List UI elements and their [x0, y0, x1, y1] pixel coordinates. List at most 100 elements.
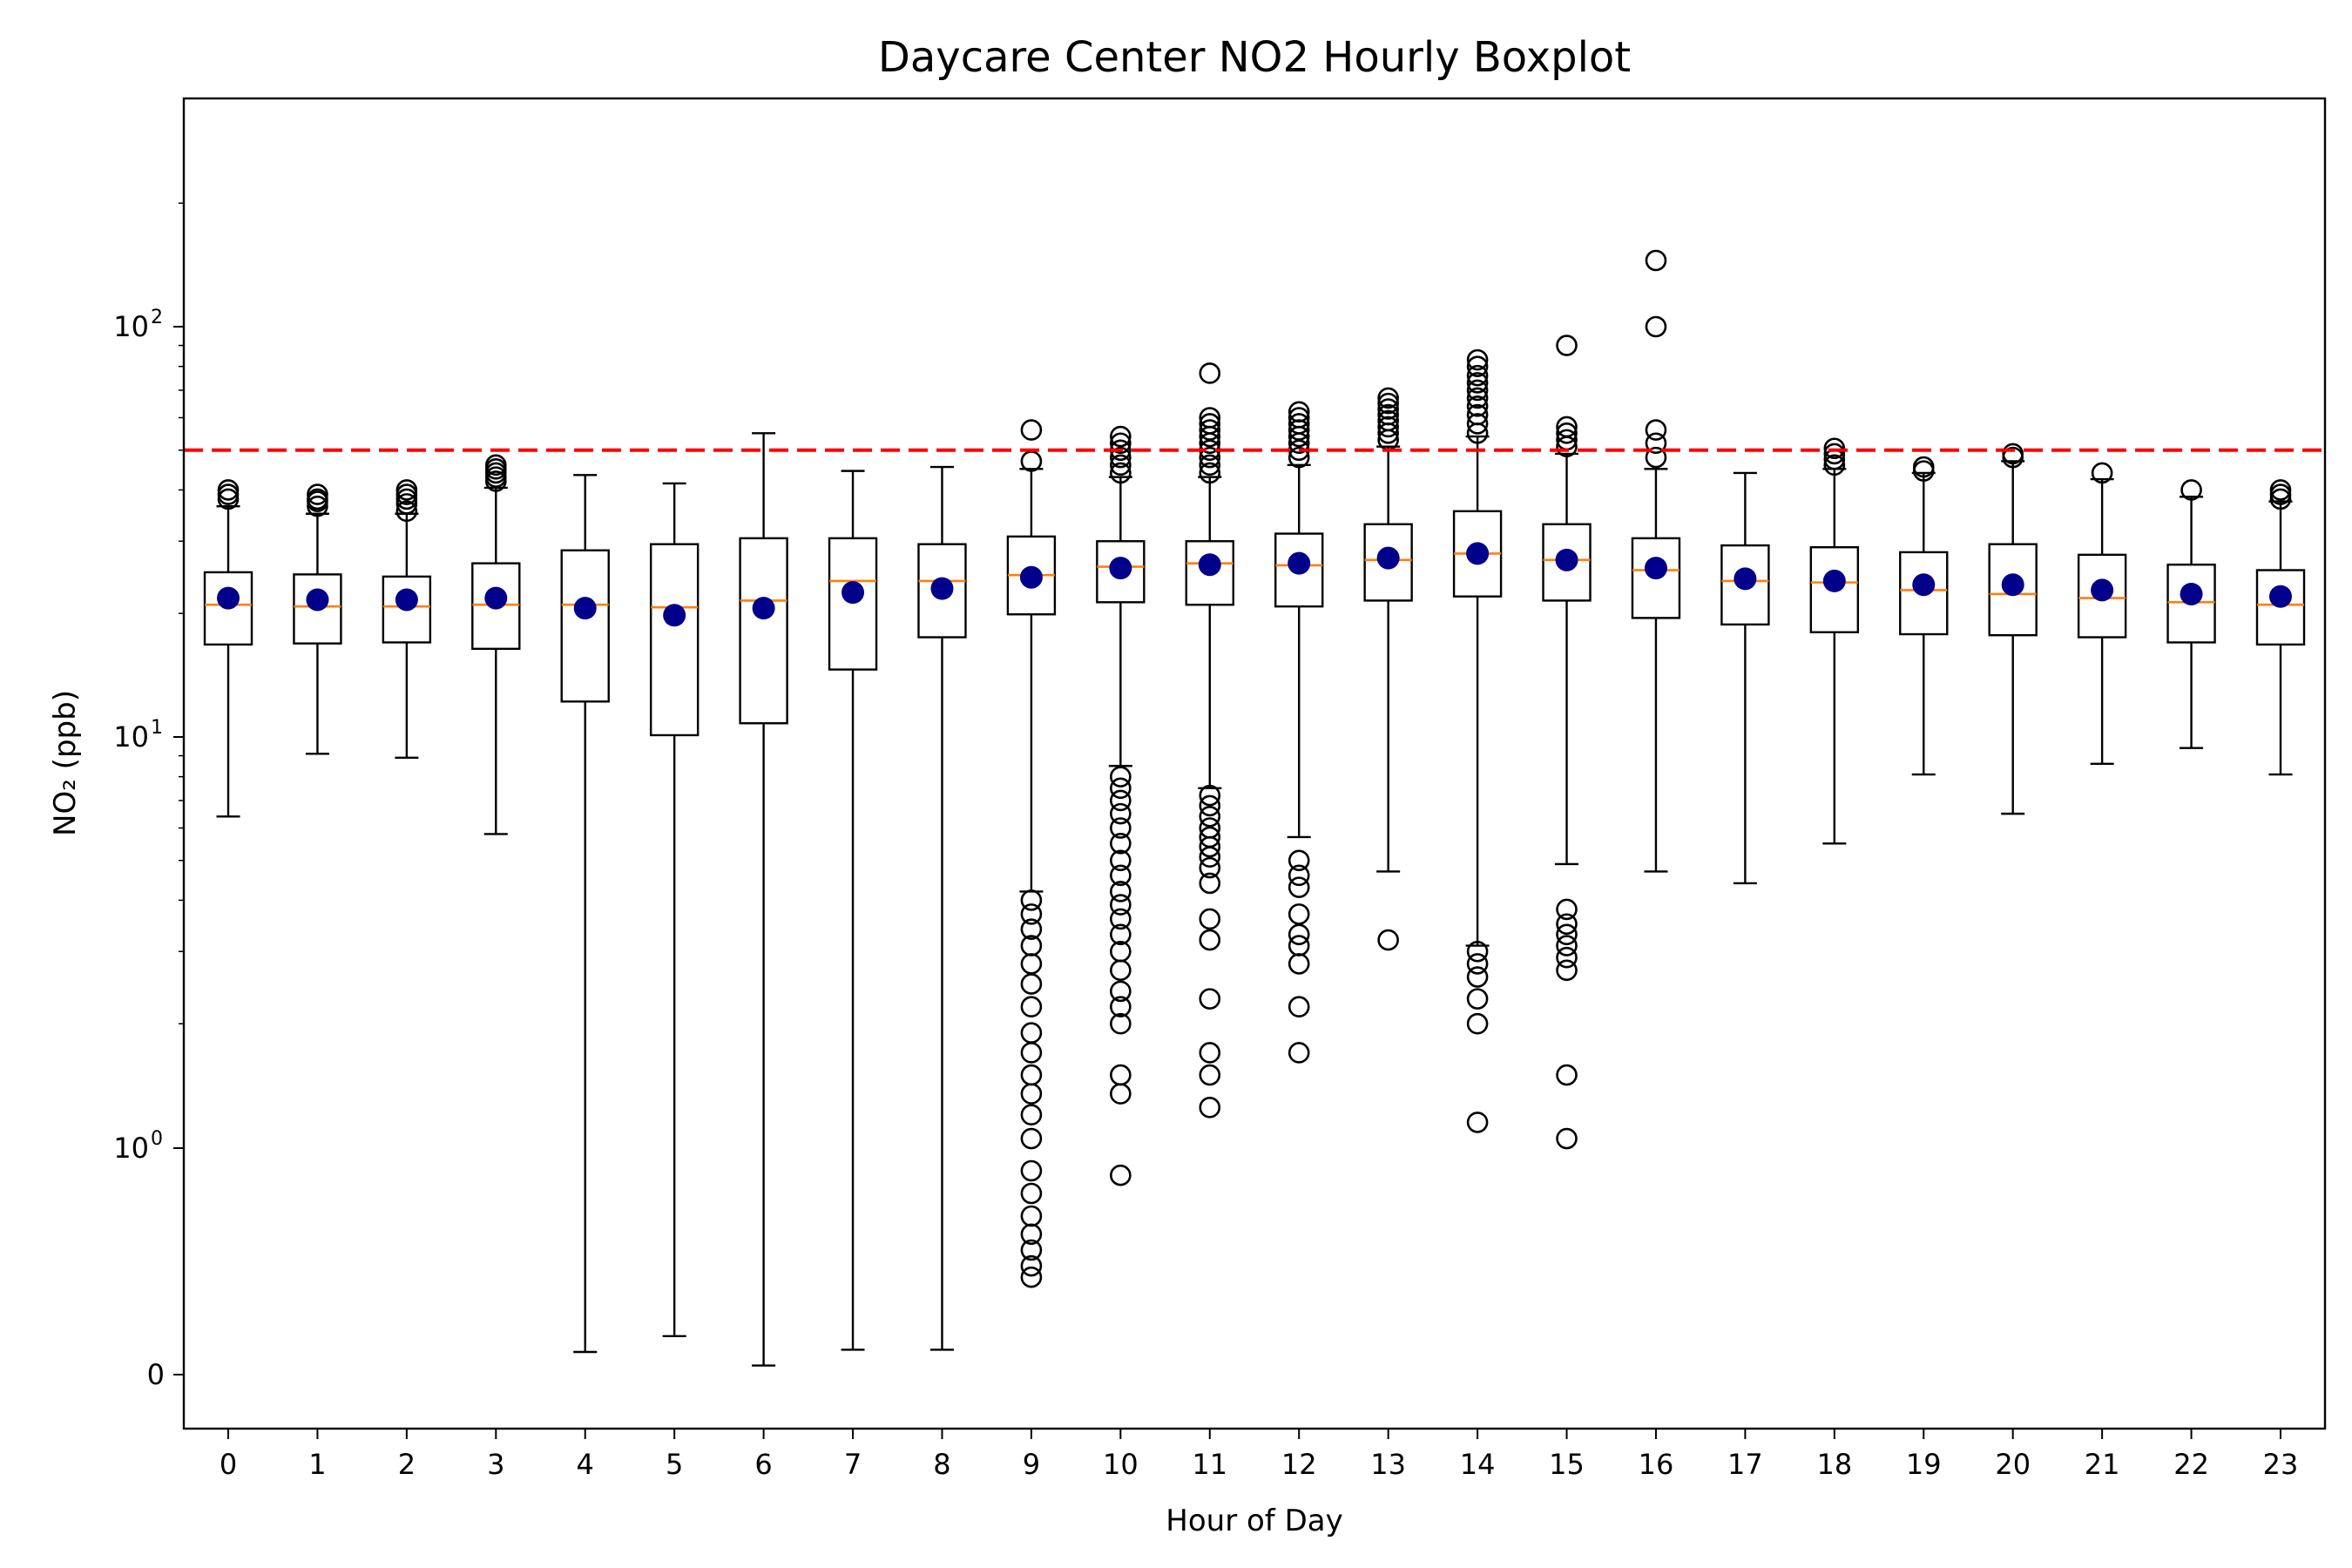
outlier-point [1288, 953, 1310, 975]
outlier-point [1288, 446, 1310, 469]
x-tick-label: 3 [487, 1448, 504, 1481]
outlier-point [1466, 403, 1489, 426]
outlier-point [1110, 1083, 1132, 1105]
outlier-point [1556, 935, 1578, 956]
box-hour-20 [1988, 443, 2038, 815]
outlier-point [1020, 903, 1043, 925]
y-tick-label: 10 [113, 310, 149, 343]
outlier-point [217, 479, 240, 501]
outlier-point [1377, 929, 1399, 951]
box-hour-10 [1096, 425, 1146, 1186]
box-iqr [471, 562, 521, 651]
outlier-point [1020, 1042, 1043, 1064]
outlier-point [1288, 903, 1310, 925]
x-tick-label: 9 [1023, 1448, 1040, 1481]
mean-point [2001, 573, 2024, 597]
outlier-point [2180, 479, 2202, 501]
box-iqr [649, 543, 700, 737]
outlier-point [2091, 462, 2113, 484]
outlier-point [1110, 446, 1132, 469]
box-hour-2 [382, 479, 432, 760]
outlier-point [1110, 462, 1132, 484]
outlier-point [1199, 413, 1221, 435]
outlier-point [1199, 1042, 1221, 1064]
outlier-point [1288, 996, 1310, 1018]
outlier-point [1020, 1064, 1043, 1086]
outlier-point [1199, 407, 1221, 429]
outlier-point [1110, 996, 1132, 1018]
x-tick-label: 20 [1995, 1448, 2031, 1481]
outlier-point [1466, 940, 1489, 963]
outlier-point [2269, 479, 2292, 501]
box-hour-0 [203, 479, 253, 818]
outlier-point [1199, 846, 1221, 868]
mean-point [1466, 542, 1490, 565]
mean-point [930, 577, 954, 600]
box-hour-9 [1006, 419, 1057, 1288]
y-axis-label: NO₂ (ppb) [48, 690, 83, 836]
outlier-point [1645, 432, 1667, 455]
mean-point [663, 604, 686, 627]
outlier-point [1377, 398, 1399, 420]
outlier-point [1199, 362, 1221, 384]
box-iqr [1988, 543, 2038, 637]
outlier-point [1556, 959, 1578, 982]
box-hour-23 [2255, 479, 2306, 776]
outlier-point [1020, 1104, 1043, 1126]
outlier-point [1377, 403, 1399, 426]
box-iqr [382, 575, 432, 644]
x-tick-label: 1 [308, 1448, 326, 1481]
outlier-point [1288, 1042, 1310, 1064]
outlier-point [1110, 1064, 1132, 1086]
outlier-point [1199, 784, 1221, 807]
x-tick-label: 6 [754, 1448, 772, 1481]
box-hour-1 [293, 483, 342, 755]
box-iqr [1363, 523, 1413, 602]
outlier-point [1823, 437, 1846, 460]
outlier-point [1020, 1022, 1043, 1044]
box-hour-15 [1542, 335, 1592, 1150]
outlier-point [1912, 456, 1935, 478]
box-iqr [917, 543, 967, 639]
outlier-point [1020, 1239, 1043, 1261]
outlier-point [1288, 864, 1310, 887]
mean-point [573, 597, 597, 620]
box-iqr [2255, 569, 2306, 646]
outlier-point [1556, 913, 1578, 936]
outlier-point [1377, 409, 1399, 432]
mean-point [395, 588, 418, 612]
chart-title: Daycare Center NO2 Hourly Boxplot [878, 33, 1631, 82]
x-tick-label: 14 [1460, 1448, 1496, 1481]
outlier-point [1110, 766, 1132, 787]
outlier-point [1466, 966, 1489, 988]
outlier-point [1199, 1064, 1221, 1086]
mean-point [1109, 557, 1132, 580]
y-tick-label: 10 [113, 720, 149, 754]
outlier-point [1110, 832, 1132, 855]
mean-point [1644, 557, 1667, 580]
mean-point [2091, 578, 2114, 602]
outlier-point [1645, 446, 1667, 469]
outlier-point [1199, 856, 1221, 879]
outlier-point [217, 483, 240, 505]
x-tick-label: 18 [1816, 1448, 1852, 1481]
box-iqr [1096, 540, 1146, 604]
mean-point [1288, 551, 1311, 575]
outlier-point [2002, 443, 2024, 465]
axes: 0 1 2 3 4 5 6 7 8 9 10 11 12 13 14 15 16 17 18 19 20 21 22 2301… [113, 202, 2298, 1481]
outlier-point [1020, 973, 1043, 995]
outlier-point [1556, 946, 1578, 969]
x-tick-label: 19 [1906, 1448, 1942, 1481]
outlier-point [1377, 416, 1399, 438]
box-iqr [1720, 544, 1770, 626]
mean-point [306, 588, 329, 612]
box-hour-5 [649, 482, 700, 1338]
outlier-point [1110, 789, 1132, 812]
outlier-point [1556, 335, 1578, 356]
outlier-point [1556, 416, 1578, 438]
x-tick-label: 22 [2173, 1448, 2209, 1481]
box-hour-12 [1274, 401, 1324, 1064]
outlier-point [1199, 872, 1221, 895]
outlier-point [1020, 1083, 1043, 1105]
